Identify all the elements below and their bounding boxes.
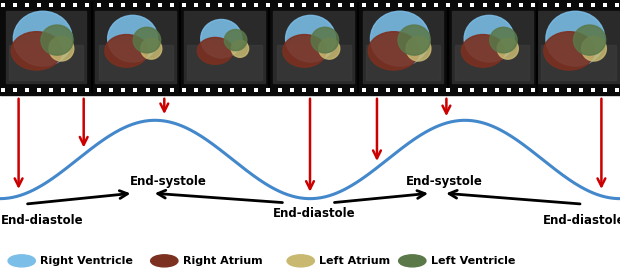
Bar [538,11,619,83]
Ellipse shape [141,38,162,59]
Ellipse shape [546,11,605,66]
Bar [99,44,173,81]
Circle shape [151,255,178,267]
Bar [363,11,443,83]
Text: End-diastole: End-diastole [1,214,83,227]
Bar [6,11,86,83]
Ellipse shape [197,38,233,64]
Bar [366,44,440,81]
Ellipse shape [398,25,430,55]
Circle shape [287,255,314,267]
Ellipse shape [283,35,326,67]
Text: End-diastole: End-diastole [273,207,355,220]
Text: Left Ventricle: Left Ventricle [431,256,515,266]
Bar [455,44,529,81]
Circle shape [8,255,35,267]
Bar [277,44,351,81]
Bar [0,0,620,95]
Text: End-systole: End-systole [406,175,483,188]
Bar [452,11,533,83]
Bar [95,11,176,83]
Ellipse shape [497,38,518,59]
Ellipse shape [49,36,74,61]
Ellipse shape [41,25,73,55]
Text: Right Ventricle: Right Ventricle [40,256,133,266]
Ellipse shape [464,15,514,62]
Text: End-diastole: End-diastole [542,214,620,227]
Ellipse shape [490,27,517,53]
Bar [273,11,354,83]
Ellipse shape [286,15,335,62]
Ellipse shape [368,32,419,70]
Ellipse shape [311,27,339,53]
Ellipse shape [371,11,429,66]
Text: Left Atrium: Left Atrium [319,256,391,266]
Text: End-systole: End-systole [130,175,207,188]
Text: Right Atrium: Right Atrium [183,256,262,266]
Bar [187,44,262,81]
Ellipse shape [108,15,157,62]
Ellipse shape [461,35,505,67]
Ellipse shape [224,30,247,51]
Bar [184,11,265,83]
Ellipse shape [11,32,62,70]
Ellipse shape [133,27,161,53]
Ellipse shape [105,35,148,67]
Ellipse shape [582,36,606,61]
Ellipse shape [201,19,242,58]
Ellipse shape [406,36,431,61]
Ellipse shape [319,38,340,59]
Circle shape [399,255,426,267]
Bar [541,44,616,81]
Ellipse shape [13,11,72,66]
Ellipse shape [544,32,595,70]
Bar [9,44,83,81]
Ellipse shape [574,25,606,55]
Ellipse shape [231,40,249,57]
